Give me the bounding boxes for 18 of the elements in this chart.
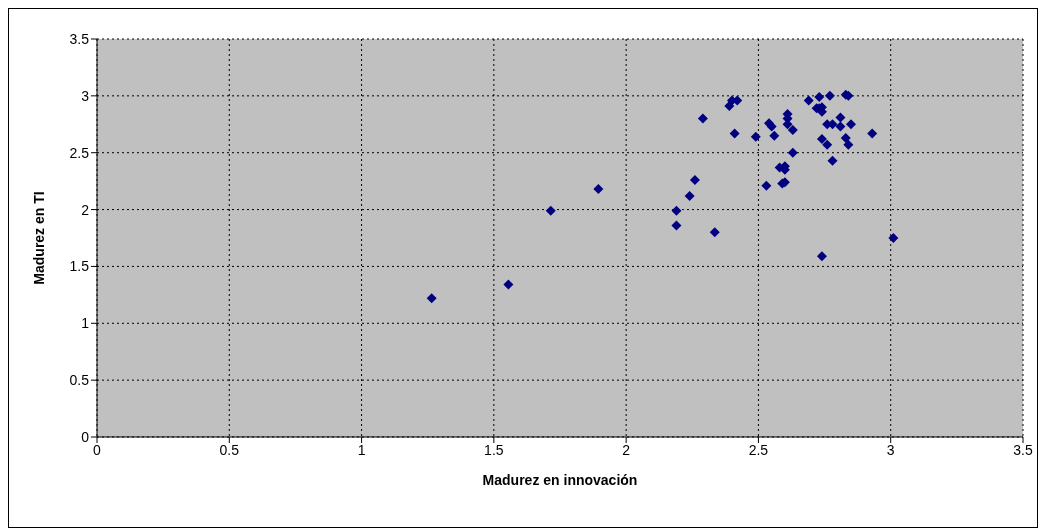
x-tick-label: 0.5: [219, 441, 240, 458]
y-tick-label: 3: [81, 87, 90, 104]
x-tick-label: 3: [886, 441, 895, 458]
y-tick-label: 1: [81, 315, 90, 332]
y-tick-label: 0: [81, 428, 90, 445]
x-tick-label: 0: [93, 441, 102, 458]
y-tick-label: 1.5: [69, 258, 90, 275]
x-axis-title: Madurez en innovación: [482, 472, 638, 488]
y-tick-label: 3.5: [69, 30, 90, 47]
y-axis-title: Madurez en TI: [30, 191, 47, 285]
x-tick-label: 1: [357, 441, 366, 458]
y-tick-label: 2: [81, 201, 90, 218]
x-tick-label: 1.5: [484, 441, 504, 458]
x-tick-label: 3.5: [1013, 441, 1033, 458]
x-tick-label: 2: [622, 441, 631, 458]
x-tick-label: 2.5: [748, 441, 769, 458]
y-tick-label: 0.5: [69, 372, 90, 389]
y-tick-label: 2.5: [69, 144, 90, 161]
